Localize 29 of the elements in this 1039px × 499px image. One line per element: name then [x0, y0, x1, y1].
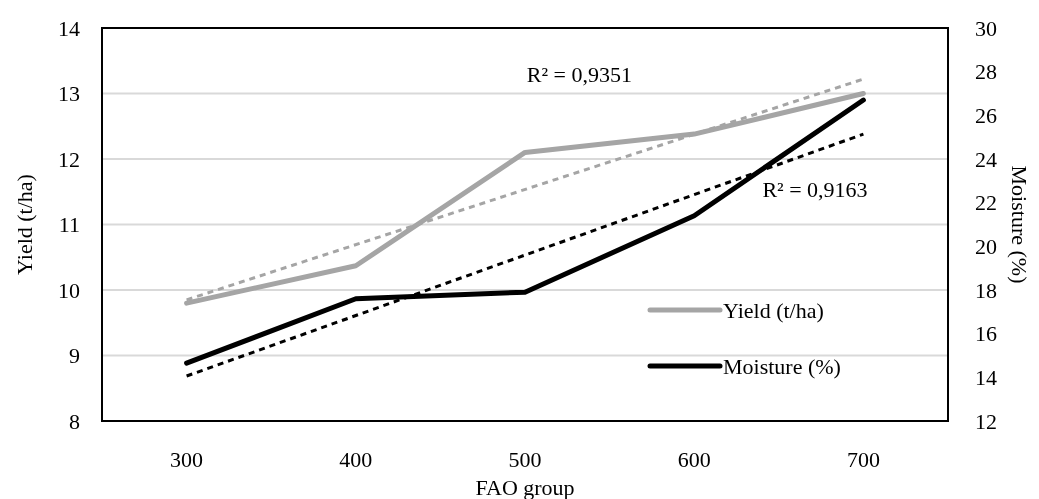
- y2-tick-label: 30: [975, 15, 997, 41]
- y-tick-label: 10: [58, 277, 80, 303]
- y-tick-label: 8: [69, 408, 80, 434]
- annotation: R² = 0,9351: [526, 62, 632, 87]
- y-axis-title: Yield (t/ha): [12, 174, 37, 275]
- y2-axis-title: Moisture (%): [1007, 165, 1032, 284]
- x-tick-label: 500: [508, 446, 542, 472]
- legend-label: Moisture (%): [723, 353, 841, 379]
- y2-tick-label: 18: [975, 277, 997, 303]
- y2-tick-label: 26: [975, 103, 997, 129]
- y2-tick-label: 14: [975, 365, 997, 391]
- y-tick-label: 13: [58, 81, 80, 107]
- y2-tick-label: 22: [975, 190, 997, 216]
- y-tick-label: 14: [58, 15, 80, 41]
- legend-label: Yield (t/ha): [723, 297, 824, 323]
- y-tick-label: 11: [58, 212, 80, 238]
- y-tick-label: 12: [58, 146, 80, 172]
- x-tick-label: 700: [846, 446, 880, 472]
- annotation: R² = 0,9163: [762, 177, 868, 202]
- y-tick-label: 9: [69, 343, 80, 369]
- x-tick-label: 600: [677, 446, 711, 472]
- y2-tick-label: 20: [975, 234, 997, 260]
- x-tick-label: 400: [339, 446, 373, 472]
- x-axis-title: FAO group: [475, 475, 575, 499]
- y2-tick-label: 16: [975, 321, 997, 347]
- x-tick-label: 300: [170, 446, 204, 472]
- y2-tick-label: 28: [975, 59, 997, 85]
- y2-tick-label: 12: [975, 408, 997, 434]
- y2-tick-label: 24: [975, 146, 997, 172]
